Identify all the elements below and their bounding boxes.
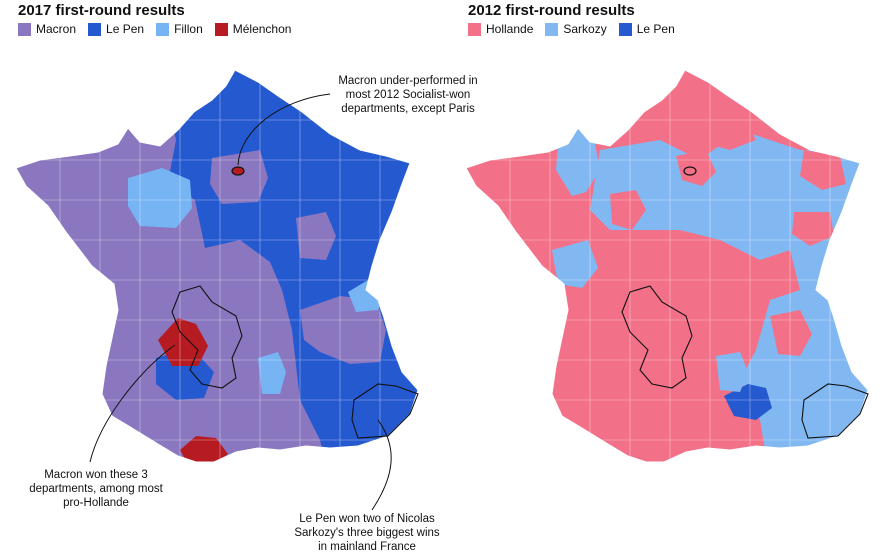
southwest-three-outline-2017 xyxy=(171,285,243,389)
right-panel-title: 2012 first-round results xyxy=(468,2,635,19)
region-melenchon-dordogne xyxy=(158,318,208,366)
left-legend: Macron Le Pen Fillon Mélenchon xyxy=(18,22,291,36)
region-macron-south-centre xyxy=(230,296,284,352)
region-macron-paris xyxy=(210,150,268,204)
legend-item-sarkozy: Sarkozy xyxy=(545,22,607,36)
legend-label-macron: Macron xyxy=(36,22,77,36)
france-outline-2017 xyxy=(15,69,419,463)
legend-label-lepen-2012: Le Pen xyxy=(636,22,675,36)
annotation-paris: Macron under-performed in most 2012 Soci… xyxy=(338,75,478,115)
legend-swatch-macron xyxy=(18,22,31,36)
legend-label-sarkozy: Sarkozy xyxy=(563,22,607,36)
southeast-two-outline-2017 xyxy=(351,383,419,439)
legend-swatch-lepen xyxy=(88,22,102,36)
annotation-southwest: Macron won these 3 departments, among mo… xyxy=(29,469,163,509)
legend-item-fillon: Fillon xyxy=(156,22,203,36)
legend-swatch-fillon xyxy=(156,22,170,36)
southeast-two-outline-2012 xyxy=(801,383,869,439)
annotation-line-southwest xyxy=(89,344,176,463)
annotation-southeast: Le Pen won two of Nicolas Sarkozy's thre… xyxy=(294,513,440,553)
legend-item-lepen-2012: Le Pen xyxy=(618,22,675,36)
right-legend: Hollande Sarkozy Le Pen xyxy=(468,22,675,36)
legend-swatch-lepen-2012 xyxy=(618,22,632,36)
region-melenchon-ariege xyxy=(180,436,228,462)
legend-item-hollande: Hollande xyxy=(468,22,533,36)
legend-item-lepen: Le Pen xyxy=(88,22,144,36)
region-fillon-lozere xyxy=(258,352,286,394)
region-hollande-paris xyxy=(676,150,716,186)
annotation-line-southeast xyxy=(371,419,392,511)
left-panel-title: 2017 first-round results xyxy=(18,2,185,19)
region-macron-loire xyxy=(296,212,336,260)
annotation-line-paris xyxy=(237,93,331,166)
paris-highlight-2017 xyxy=(231,166,245,176)
region-hollande-isere xyxy=(770,310,812,356)
southwest-three-outline-2012 xyxy=(621,285,693,389)
france-outline-2012 xyxy=(465,69,869,463)
map-2012 xyxy=(465,69,869,463)
legend-label-lepen: Le Pen xyxy=(106,22,145,36)
legend-swatch-hollande xyxy=(468,22,481,36)
legend-label-hollande: Hollande xyxy=(486,22,534,36)
region-hollande-doubs xyxy=(792,212,834,246)
region-fillon-normandy xyxy=(128,168,192,228)
map-2017 xyxy=(15,69,419,463)
region-macron-alps-ne xyxy=(300,296,386,364)
region-sarkozy-auvergne xyxy=(716,352,748,392)
region-hollande-nord xyxy=(666,82,756,150)
region-lepen-gard xyxy=(724,384,772,420)
region-sarkozy-vendee xyxy=(552,240,598,288)
legend-swatch-melenchon xyxy=(214,22,228,36)
legend-label-fillon: Fillon xyxy=(174,22,203,36)
legend-label-melenchon: Mélenchon xyxy=(232,22,292,36)
legend-item-macron: Macron xyxy=(18,22,76,36)
legend-swatch-sarkozy xyxy=(545,22,559,36)
legend-item-melenchon: Mélenchon xyxy=(214,22,292,36)
paris-highlight-2012 xyxy=(683,166,697,176)
